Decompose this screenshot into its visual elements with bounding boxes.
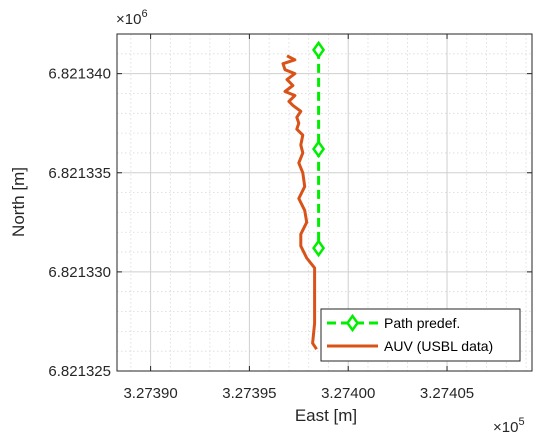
legend: Path predef. AUV (USBL data) <box>320 308 521 362</box>
y-multiplier: ×106 <box>116 8 148 28</box>
path-waypoint-marker <box>312 40 326 60</box>
x-axis-label: East [m] <box>295 406 357 425</box>
x-tick-label: 3.27390 <box>123 385 177 402</box>
path-waypoint-marker <box>312 139 326 159</box>
legend-label-auv: AUV (USBL data) <box>384 338 493 354</box>
legend-label-path: Path predef. <box>384 315 460 331</box>
y-tick-label: 6.821340 <box>48 66 111 83</box>
x-tick-label: 3.27405 <box>420 385 474 402</box>
tick-labels: 3.27390 3.27395 3.27400 3.27405 6.821325 6.82… <box>48 66 474 402</box>
legend-path-marker <box>345 313 360 333</box>
x-tick-label: 3.27395 <box>222 385 276 402</box>
y-tick-label: 6.821330 <box>48 264 111 281</box>
x-multiplier-base: ×10 <box>493 419 518 436</box>
path-waypoint-marker <box>312 238 326 258</box>
x-tick-label: 3.27400 <box>321 385 375 402</box>
x-multiplier: ×105 <box>493 416 525 436</box>
plot-frame <box>116 33 533 372</box>
y-tick-label: 6.821335 <box>48 165 111 182</box>
y-multiplier-exp: 6 <box>141 8 147 20</box>
auv-track-line <box>281 54 318 351</box>
series-layer <box>281 40 326 351</box>
x-multiplier-exp: 5 <box>518 416 524 428</box>
y-axis-label: North [m] <box>9 167 28 237</box>
y-tick-label: 6.821325 <box>48 363 111 380</box>
minor-grid <box>117 33 532 371</box>
tick-marks <box>117 34 532 372</box>
y-multiplier-base: ×10 <box>116 11 141 28</box>
